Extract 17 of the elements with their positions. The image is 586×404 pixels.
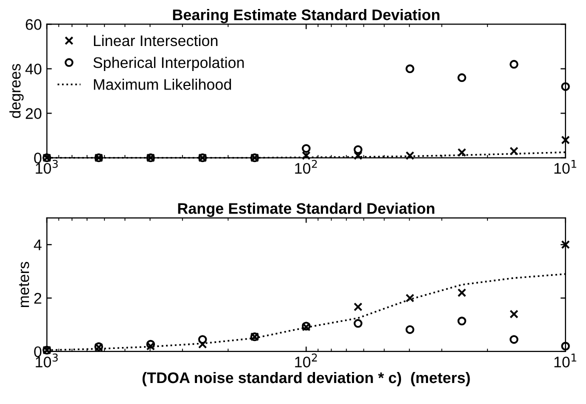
legend-label: Linear Intersection: [94, 34, 218, 46]
chart-title: Bearing Estimate Standard Deviation: [173, 9, 440, 24]
y-tick-label: 20: [26, 108, 42, 119]
x-axis-title: (TDOA noise standard deviation * c) (meters): [142, 372, 470, 386]
x-tick-label: 10$^{1}$: [554, 354, 576, 368]
x-tick-label: 10$^{2}$: [295, 354, 317, 368]
y-tick-label: 2: [34, 292, 42, 304]
y-tick-label: 60: [26, 19, 42, 30]
x-tick-label: 10$^{2}$: [295, 160, 317, 174]
legend-label: Spherical Interpolation: [93, 56, 244, 72]
y-tick-label: 40: [25, 64, 42, 74]
x-tick-label: 10$^{1}$: [554, 160, 576, 174]
y-axis-title: degrees: [9, 64, 24, 118]
chart-title: Range Estimate Standard Deviation: [178, 202, 434, 217]
legend-label: Maximum Likelihood: [94, 78, 231, 90]
y-tick-label: 4: [34, 240, 42, 250]
y-axis-title: meters: [19, 262, 30, 308]
